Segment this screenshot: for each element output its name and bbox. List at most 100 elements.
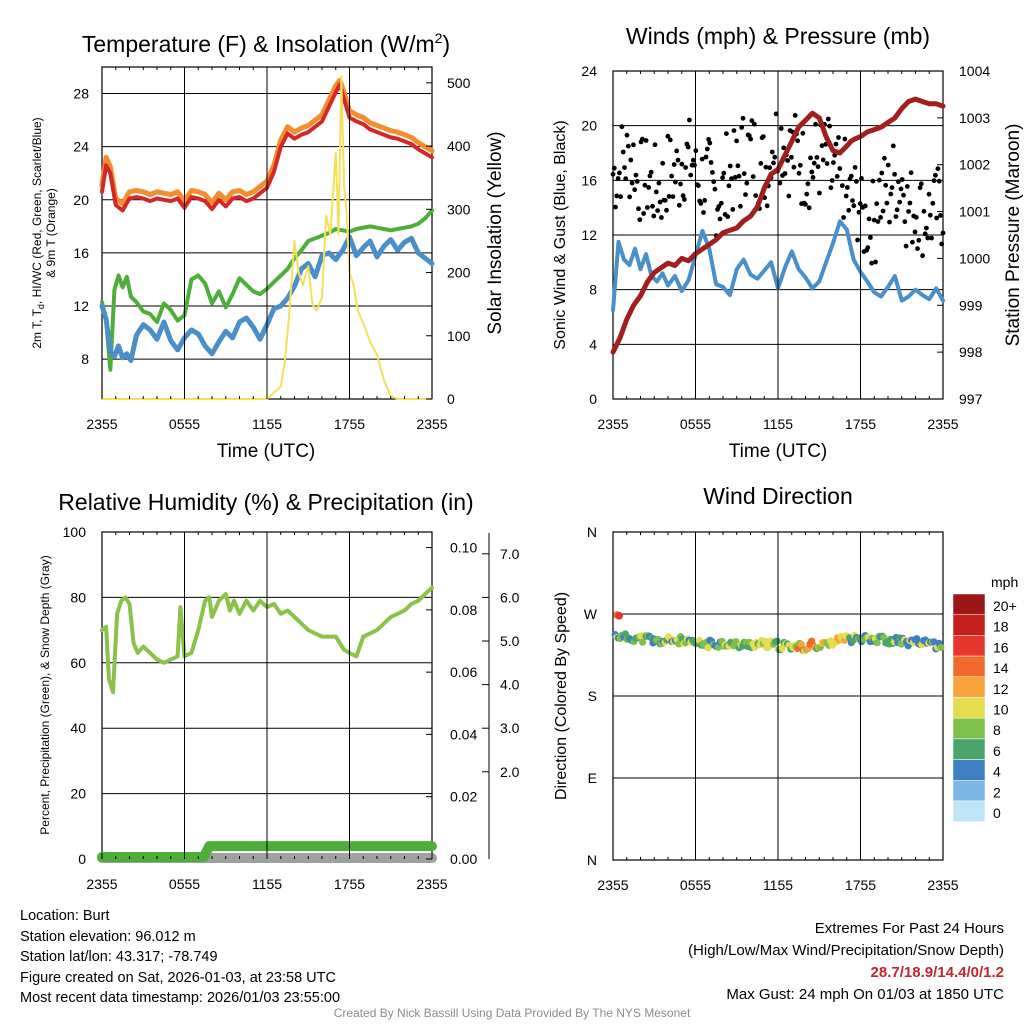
gust-point <box>736 173 742 179</box>
precip-tick-label: 0.10 <box>450 540 477 556</box>
gust-point <box>724 131 729 137</box>
direction-point <box>937 643 945 652</box>
gust-point <box>670 194 676 200</box>
legend-label: 0 <box>993 805 1001 821</box>
gust-point <box>706 137 711 142</box>
gust-point <box>674 148 680 154</box>
gust-point <box>778 126 784 131</box>
pressure-tick-label: 999 <box>959 297 983 313</box>
gust-point <box>883 182 889 188</box>
gust-point <box>810 175 816 180</box>
gust-point <box>888 191 894 197</box>
dir-ytick-label: S <box>588 688 597 704</box>
x-tick-label: 0555 <box>169 416 200 432</box>
gust-point <box>938 213 943 218</box>
gust-point <box>800 130 806 136</box>
gust-point <box>815 164 821 170</box>
gust-point <box>643 138 649 143</box>
gust-point <box>842 136 848 142</box>
gust-point <box>896 179 901 185</box>
gust-point <box>721 170 727 176</box>
gust-point <box>884 200 890 206</box>
gust-point <box>843 193 849 199</box>
gust-point <box>902 219 908 225</box>
gust-point <box>871 217 877 223</box>
wind-ytick-label: 12 <box>581 227 597 243</box>
legend-swatch <box>952 655 986 678</box>
gust-point <box>767 165 773 171</box>
extremes-values: 28.7/18.9/14.4/0/1.2 <box>870 964 1004 981</box>
legend-label: 8 <box>993 722 1001 738</box>
pressure-tick-label: 1003 <box>959 110 990 126</box>
gust-point <box>777 180 783 186</box>
gust-point <box>712 186 718 192</box>
wind-ytick-label: 4 <box>589 336 597 352</box>
gust-point <box>611 165 617 171</box>
x-tick-label: 1155 <box>763 416 793 432</box>
dir-ytick-label: E <box>588 770 597 786</box>
insolation-tick-label: 400 <box>447 138 471 154</box>
gust-point <box>710 170 715 175</box>
gust-point <box>829 178 835 183</box>
gust-point <box>699 156 705 162</box>
legend-swatch <box>952 780 986 802</box>
direction-point <box>773 637 781 645</box>
gust-point <box>910 239 915 245</box>
gust-point <box>685 144 691 150</box>
gust-point <box>662 197 668 203</box>
gust-point <box>831 160 836 166</box>
recent-timestamp: Most recent data timestamp: 2026/01/03 2… <box>20 990 341 1006</box>
gust-point <box>704 146 710 152</box>
gust-point <box>825 116 831 122</box>
legend-swatch <box>952 593 986 615</box>
gust-point <box>904 184 910 189</box>
gust-point <box>725 214 731 220</box>
gust-point <box>804 191 810 197</box>
legend-swatch <box>952 800 986 822</box>
temp-ytick-label: 12 <box>73 298 89 314</box>
gust-point <box>692 162 697 168</box>
legend-label: 14 <box>993 660 1009 676</box>
gust-point <box>655 208 660 214</box>
gust-point <box>796 170 802 176</box>
gust-point <box>660 160 666 166</box>
gust-point <box>734 138 739 144</box>
gust-point <box>814 155 820 160</box>
legend-label: 6 <box>993 743 1001 759</box>
gust-point <box>731 128 737 134</box>
gust-point <box>735 163 741 169</box>
gust-point <box>912 229 918 235</box>
legend-swatch <box>952 697 986 719</box>
direction-point <box>873 639 881 647</box>
snow-tick-label: 2.0 <box>500 764 520 780</box>
direction-point <box>615 612 623 620</box>
x-tick-label: 1155 <box>252 876 282 892</box>
dir-chart-title: Wind Direction <box>703 483 853 509</box>
gust-point <box>618 194 623 200</box>
gust-point <box>769 149 775 155</box>
temp-ylabel-right: Solar Insolation (Yellow) <box>485 131 506 334</box>
gust-point <box>854 179 859 184</box>
dir-ytick-label: W <box>584 606 598 622</box>
gust-point <box>893 214 899 220</box>
gust-point <box>627 194 632 200</box>
rh-ytick-label: 20 <box>70 786 86 802</box>
gust-point <box>680 193 686 199</box>
gust-point <box>739 125 745 130</box>
gust-point <box>813 121 818 127</box>
gust-point <box>865 245 871 251</box>
x-tick-label: 2355 <box>86 416 117 432</box>
gust-point <box>797 162 803 168</box>
x-tick-label: 2355 <box>86 876 117 892</box>
gust-point <box>659 215 664 220</box>
gust-point <box>629 180 635 186</box>
x-tick-label: 2355 <box>927 416 958 432</box>
hi-wc-blue-line <box>99 234 435 363</box>
precip-tick-label: 0.04 <box>450 726 477 742</box>
gust-point <box>622 165 627 171</box>
gust-point <box>676 202 682 208</box>
gust-point <box>841 215 846 220</box>
gust-point <box>894 207 900 213</box>
gust-point <box>701 210 706 215</box>
